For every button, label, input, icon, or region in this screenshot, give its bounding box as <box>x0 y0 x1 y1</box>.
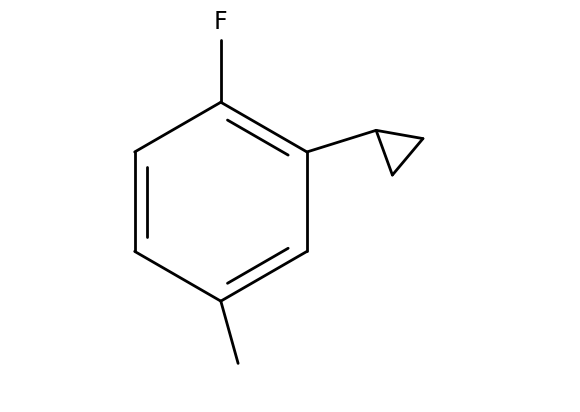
Text: F: F <box>214 10 227 34</box>
